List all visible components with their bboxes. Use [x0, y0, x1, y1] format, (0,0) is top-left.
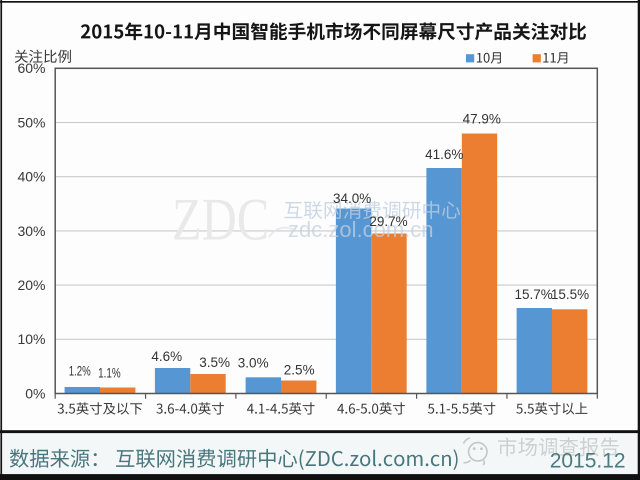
svg-text:10%: 10% — [17, 331, 45, 347]
svg-text:4.6%: 4.6% — [151, 349, 182, 364]
svg-text:34.0%: 34.0% — [333, 191, 371, 206]
svg-text:0%: 0% — [25, 385, 45, 401]
svg-text:47.9%: 47.9% — [463, 111, 501, 126]
svg-text:2015.12: 2015.12 — [550, 450, 626, 473]
svg-text:1.2%: 1.2% — [69, 364, 91, 379]
svg-text:3.0%: 3.0% — [238, 356, 269, 371]
svg-text:15.5%: 15.5% — [551, 287, 589, 302]
svg-text:41.6%: 41.6% — [425, 147, 463, 162]
svg-text:29.7%: 29.7% — [369, 214, 407, 229]
svg-text:20%: 20% — [17, 277, 45, 293]
svg-text:15.7%: 15.7% — [514, 287, 552, 302]
svg-text:60%: 60% — [17, 60, 45, 76]
svg-text:ZDC: ZDC — [172, 186, 269, 253]
svg-text:zdc.zol.com.cn: zdc.zol.com.cn — [288, 217, 434, 242]
svg-text:30%: 30% — [17, 223, 45, 239]
svg-text:50%: 50% — [17, 114, 45, 130]
svg-text:40%: 40% — [17, 169, 45, 185]
svg-text:2.5%: 2.5% — [284, 362, 315, 377]
svg-text:3.5%: 3.5% — [199, 355, 230, 370]
svg-text:1.1%: 1.1% — [98, 366, 121, 381]
